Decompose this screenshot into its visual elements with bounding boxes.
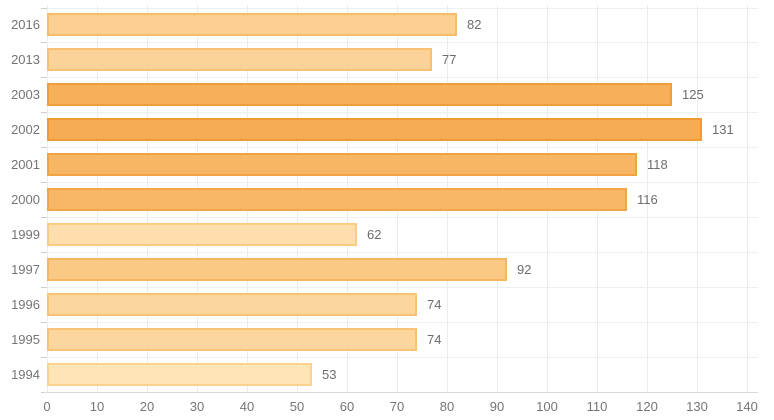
category-label: 1994 [11, 367, 40, 383]
value-label: 74 [427, 297, 442, 313]
value-axis-tick-label: 30 [189, 399, 205, 414]
category-axis-tick [41, 147, 47, 149]
value-axis-tick-label: 100 [536, 399, 558, 414]
value-axis-tick-label: 110 [586, 399, 608, 414]
bar-1995[interactable] [47, 328, 417, 352]
category-label: 2002 [11, 122, 40, 138]
bar-2016[interactable] [47, 13, 457, 37]
bar-1999[interactable] [47, 223, 357, 247]
value-gridline [747, 5, 748, 392]
category-axis-tick [41, 112, 47, 114]
value-axis-tick-label: 140 [736, 399, 758, 414]
value-label: 62 [367, 227, 382, 243]
value-label: 82 [467, 17, 482, 33]
value-gridline [647, 5, 648, 392]
category-axis-tick [41, 357, 47, 359]
category-label: 1997 [11, 262, 40, 278]
bar-2003[interactable] [47, 83, 672, 107]
value-gridline [697, 5, 698, 392]
value-axis-tick-label: 0 [43, 399, 51, 414]
category-axis-tick [41, 322, 47, 324]
category-label: 2013 [11, 52, 40, 68]
bar-1997[interactable] [47, 258, 507, 282]
category-gridline [47, 287, 758, 289]
value-axis-tick-label: 20 [139, 399, 155, 414]
category-gridline [47, 252, 758, 254]
category-gridline [47, 322, 758, 324]
value-label: 53 [322, 367, 337, 383]
category-label: 2000 [11, 192, 40, 208]
value-axis-tick-label: 60 [339, 399, 355, 414]
category-gridline [47, 42, 758, 44]
category-gridline [47, 147, 758, 149]
category-axis-tick [41, 7, 47, 9]
value-axis-tick-label: 70 [389, 399, 405, 414]
category-axis-tick [41, 287, 47, 289]
category-gridline [47, 77, 758, 79]
bar-2002[interactable] [47, 118, 702, 142]
category-axis-tick [41, 217, 47, 219]
bar-2001[interactable] [47, 153, 637, 177]
category-label: 2001 [11, 157, 40, 173]
category-axis-tick [41, 182, 47, 184]
category-axis-tick [41, 77, 47, 79]
category-label: 2003 [11, 87, 40, 103]
value-axis-tick-label: 10 [89, 399, 105, 414]
category-gridline [47, 182, 758, 184]
category-gridline [47, 7, 758, 9]
value-label: 92 [517, 262, 532, 278]
category-label: 1996 [11, 297, 40, 313]
value-label: 131 [712, 122, 734, 138]
category-gridline [47, 357, 758, 359]
value-label: 116 [637, 192, 658, 208]
bar-2013[interactable] [47, 48, 432, 72]
category-label: 1995 [11, 332, 40, 348]
category-gridline [47, 217, 758, 219]
value-label: 118 [647, 157, 668, 173]
value-axis-tick-label: 40 [239, 399, 255, 414]
value-axis-tick-label: 50 [289, 399, 305, 414]
category-axis-tick [41, 42, 47, 44]
category-label: 2016 [11, 17, 40, 33]
value-axis-tick-label: 120 [636, 399, 658, 414]
value-label: 74 [427, 332, 442, 348]
bar-1994[interactable] [47, 363, 312, 387]
value-axis-tick-label: 80 [439, 399, 455, 414]
value-label: 125 [682, 87, 704, 103]
bar-1996[interactable] [47, 293, 417, 317]
value-axis-tick-label: 130 [686, 399, 708, 414]
category-axis-tick [41, 252, 47, 254]
category-label: 1999 [11, 227, 40, 243]
value-axis-tick-label: 90 [489, 399, 505, 414]
category-gridline [47, 112, 758, 114]
value-axis-line [43, 392, 758, 393]
bar-2000[interactable] [47, 188, 627, 212]
value-label: 77 [442, 52, 457, 68]
